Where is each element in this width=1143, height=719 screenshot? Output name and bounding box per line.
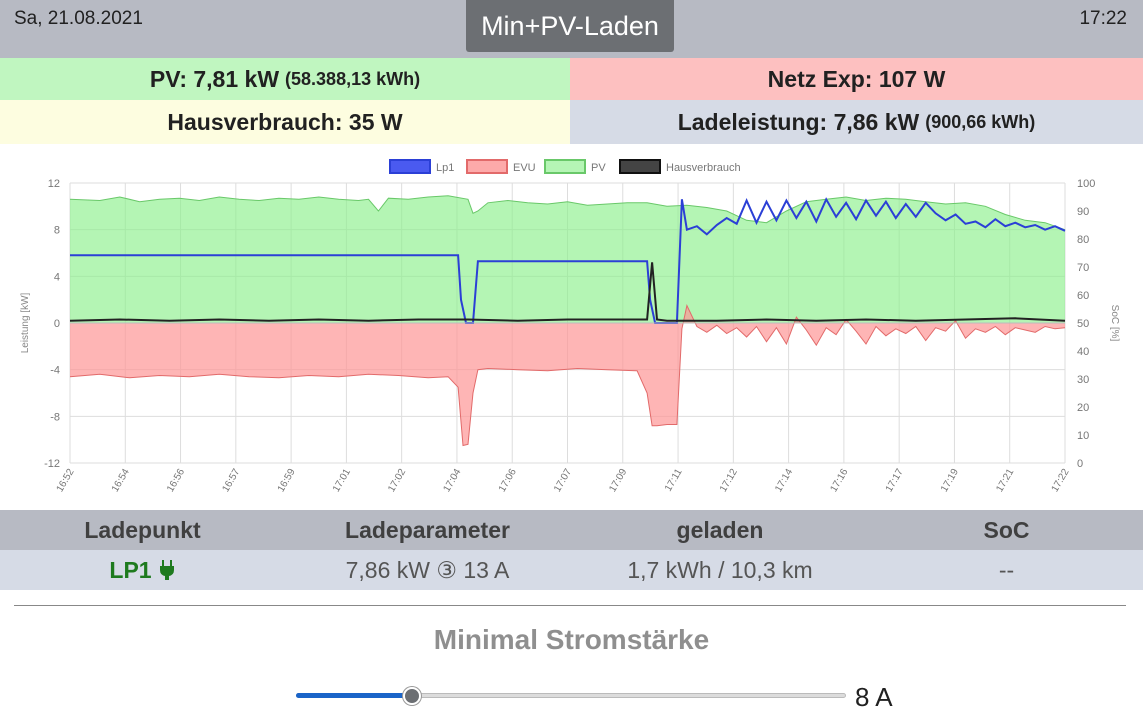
x-tick-label: 17:06 (497, 467, 519, 495)
top-bar: Sa, 21.08.2021 Min+PV-Laden 17:22 (0, 0, 1143, 58)
x-tick-label: 17:01 (331, 467, 353, 495)
charge-params: 7,86 kW ③ 13 A (345, 556, 510, 583)
y2-tick-label: 50 (1077, 318, 1089, 330)
date-display: Sa, 21.08.2021 (14, 8, 143, 29)
table-row: LP1 7,86 kW ③ 13 A 1,7 kWh / 10,3 km -- (0, 550, 1143, 590)
y-tick-label: 8 (54, 225, 60, 237)
min-current-label: Minimal Stromstärke (433, 624, 710, 655)
x-tick-label: 17:19 (939, 467, 961, 495)
charging-total: (900,66 kWh) (925, 111, 1036, 132)
series-outline-pv (69, 195, 1066, 231)
chargepoint-name: LP1 (109, 556, 152, 583)
legend-label: EVU (513, 162, 536, 174)
x-tick-label: 16:52 (55, 467, 77, 495)
x-tick-label: 17:11 (663, 467, 685, 494)
legend-swatch (466, 159, 508, 174)
series-area-pv (70, 195, 1065, 323)
y-tick-label: 0 (54, 318, 60, 330)
pv-total: (58.388,13 kWh) (285, 68, 421, 89)
soc-value: -- (998, 556, 1015, 583)
house-consumption-tile: Hausverbrauch: 35 W (0, 100, 570, 144)
x-tick-label: 16:54 (110, 467, 132, 495)
house-consumption: Hausverbrauch: 35 W (167, 108, 403, 135)
header-geladen: geladen (676, 516, 764, 543)
x-tick-label: 17:17 (884, 467, 906, 495)
series-line-hausverbrauch (69, 262, 1066, 322)
divider (14, 605, 1126, 606)
x-tick-label: 17:09 (607, 467, 629, 495)
x-tick-label: 16:56 (165, 467, 187, 495)
grid-tile: Netz Exp: 107 W (570, 58, 1143, 100)
legend-label: Lp1 (436, 162, 454, 174)
y2-tick-label: 90 (1077, 206, 1089, 218)
chargepoint-cell[interactable]: LP1 (0, 550, 285, 590)
y-tick-label: 12 (48, 178, 60, 190)
legend-label: Hausverbrauch (666, 162, 741, 174)
pv-tile: PV: 7,81 kW (58.388,13 kWh) (0, 58, 570, 100)
y2-tick-label: 70 (1077, 262, 1089, 274)
y2-tick-label: 40 (1077, 346, 1089, 358)
charge-mode-button[interactable]: Min+PV-Laden (466, 0, 674, 52)
y-tick-label: 4 (54, 271, 60, 283)
y2-tick-label: 20 (1077, 402, 1089, 414)
series-area-evu (70, 305, 1065, 446)
slider-thumb[interactable] (402, 687, 421, 705)
charged-amount: 1,7 kWh / 10,3 km (627, 556, 813, 583)
legend-label: PV (591, 162, 606, 174)
x-tick-label: 17:04 (442, 467, 464, 495)
y2-axis-title: SoC [%] (1109, 305, 1120, 342)
min-current-value: 8 A (855, 682, 893, 712)
x-tick-label: 17:22 (1050, 467, 1072, 495)
y2-tick-label: 80 (1077, 234, 1089, 246)
y-tick-label: -8 (50, 411, 60, 423)
y2-tick-label: 10 (1077, 430, 1089, 442)
x-tick-label: 17:21 (994, 467, 1016, 495)
x-tick-label: 17:07 (552, 467, 574, 495)
x-tick-label: 17:12 (718, 467, 740, 495)
x-tick-label: 17:02 (386, 467, 408, 495)
y2-tick-label: 100 (1077, 178, 1095, 190)
y2-tick-label: 0 (1077, 458, 1083, 470)
charging-power-tile: Ladeleistung: 7,86 kW (900,66 kWh) (570, 100, 1143, 144)
min-current-slider[interactable] (296, 687, 846, 705)
y-axis-title: Leistung [kW] (20, 292, 31, 353)
legend-swatch (544, 159, 586, 174)
slider-fill (296, 693, 412, 698)
y-tick-label: -12 (44, 458, 60, 470)
header-ladeparameter: Ladeparameter (345, 516, 510, 543)
x-tick-label: 17:16 (828, 467, 850, 495)
charging-power: Ladeleistung: 7,86 kW (677, 108, 920, 135)
series-outline-evu (69, 303, 1066, 447)
y-tick-label: -4 (50, 365, 60, 377)
plug-icon (159, 560, 174, 580)
x-tick-label: 17:14 (773, 467, 795, 495)
header-soc: SoC (983, 516, 1030, 543)
header-ladepunkt: Ladepunkt (84, 516, 201, 543)
x-tick-label: 16:59 (276, 467, 298, 495)
legend-swatch (619, 159, 661, 174)
table-header: Ladepunkt Ladeparameter geladen SoC (0, 510, 1143, 550)
power-chart: 16:52 16:54 16:56 16:57 16:59 17:01 17:02 17:04… (20, 159, 1120, 495)
y2-tick-label: 30 (1077, 374, 1089, 386)
time-display: 17:22 (1079, 8, 1127, 29)
x-tick-label: 16:57 (220, 467, 242, 495)
legend-swatch (389, 159, 431, 174)
pv-power: PV: 7,81 kW (149, 65, 280, 92)
grid-export: Netz Exp: 107 W (767, 65, 946, 92)
y2-tick-label: 60 (1077, 290, 1089, 302)
